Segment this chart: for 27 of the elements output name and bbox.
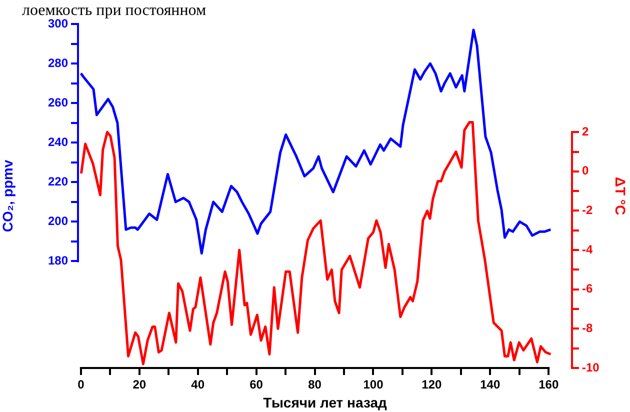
y2-axis-title: ΔT °C (612, 176, 629, 216)
y2-tick-label: 0 (582, 164, 589, 178)
x-tick-label: 60 (250, 378, 264, 392)
x-tick-label: 20 (132, 378, 146, 392)
x-tick-label: 160 (538, 378, 559, 392)
y2-tick-label: -2 (582, 203, 593, 218)
y-tick-label: 300 (48, 16, 68, 30)
x-tick-label: 0 (78, 378, 85, 392)
x-tick-label: 140 (480, 378, 500, 392)
y-tick-label: 220 (48, 174, 68, 188)
y-tick-label: 280 (48, 56, 68, 70)
y2-tick-label: -4 (582, 242, 593, 256)
x-tick-label: 40 (191, 378, 205, 392)
y2-tick-label: -10 (582, 360, 600, 374)
y2-tick-label: -8 (582, 321, 593, 335)
y2-tick-label: -6 (582, 282, 593, 296)
y-tick-label: 180 (48, 254, 68, 268)
y-tick-label: 260 (48, 95, 68, 110)
chart-title: лоемкость при постоянном (22, 2, 206, 19)
x-tick-label: 100 (363, 378, 384, 392)
y-axis-title: CO₂, ppmv (0, 160, 16, 232)
y2-tick-label: 2 (582, 124, 589, 138)
x-tick-label: 120 (422, 378, 442, 392)
y-tick-label: 200 (48, 214, 68, 228)
y-tick-label: 240 (48, 134, 68, 149)
x-axis-title: Тысячи лет назад (263, 394, 388, 410)
x-tick-label: 80 (308, 378, 322, 392)
